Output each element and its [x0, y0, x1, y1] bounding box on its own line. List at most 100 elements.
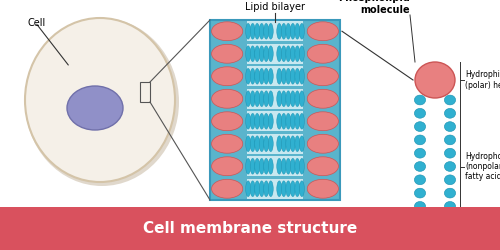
- Ellipse shape: [277, 114, 281, 129]
- Ellipse shape: [282, 136, 286, 152]
- Ellipse shape: [250, 181, 255, 196]
- Text: Cell: Cell: [28, 18, 46, 28]
- Ellipse shape: [259, 46, 264, 62]
- Ellipse shape: [212, 157, 243, 176]
- Ellipse shape: [444, 202, 456, 211]
- Ellipse shape: [212, 22, 243, 41]
- Ellipse shape: [307, 67, 338, 86]
- Ellipse shape: [264, 91, 268, 106]
- Ellipse shape: [300, 114, 304, 129]
- Bar: [248, 66, 302, 86]
- Ellipse shape: [264, 114, 268, 129]
- Ellipse shape: [286, 136, 291, 152]
- Ellipse shape: [444, 122, 456, 132]
- Text: Cell membrane structure: Cell membrane structure: [143, 221, 357, 236]
- Ellipse shape: [295, 158, 300, 174]
- Ellipse shape: [286, 91, 291, 106]
- Ellipse shape: [415, 62, 455, 98]
- Ellipse shape: [246, 114, 250, 129]
- Ellipse shape: [259, 68, 264, 84]
- Ellipse shape: [414, 148, 426, 158]
- Text: Hydrophobic
(nonpolar)
fatty acid tail: Hydrophobic (nonpolar) fatty acid tail: [465, 152, 500, 182]
- Ellipse shape: [414, 162, 426, 172]
- Ellipse shape: [282, 91, 286, 106]
- Ellipse shape: [282, 181, 286, 196]
- Ellipse shape: [277, 46, 281, 62]
- Ellipse shape: [268, 114, 273, 129]
- Ellipse shape: [295, 91, 300, 106]
- Ellipse shape: [414, 175, 426, 185]
- Ellipse shape: [268, 136, 273, 152]
- Ellipse shape: [246, 158, 250, 174]
- Bar: [210, 20, 340, 200]
- Ellipse shape: [277, 68, 281, 84]
- Ellipse shape: [264, 136, 268, 152]
- Ellipse shape: [277, 91, 281, 106]
- Ellipse shape: [246, 91, 250, 106]
- Ellipse shape: [264, 24, 268, 39]
- Ellipse shape: [282, 68, 286, 84]
- Ellipse shape: [444, 188, 456, 198]
- Ellipse shape: [300, 68, 304, 84]
- Ellipse shape: [25, 18, 179, 186]
- Ellipse shape: [246, 46, 250, 62]
- Ellipse shape: [254, 136, 260, 152]
- Ellipse shape: [254, 68, 260, 84]
- Ellipse shape: [444, 95, 456, 105]
- Ellipse shape: [268, 46, 273, 62]
- Ellipse shape: [307, 157, 338, 176]
- Ellipse shape: [250, 91, 255, 106]
- Ellipse shape: [307, 179, 338, 198]
- Ellipse shape: [212, 179, 243, 198]
- Ellipse shape: [264, 158, 268, 174]
- Ellipse shape: [295, 114, 300, 129]
- Ellipse shape: [307, 44, 338, 63]
- Ellipse shape: [300, 91, 304, 106]
- Ellipse shape: [300, 181, 304, 196]
- Ellipse shape: [268, 181, 273, 196]
- Ellipse shape: [268, 24, 273, 39]
- Ellipse shape: [212, 134, 243, 153]
- Ellipse shape: [286, 158, 291, 174]
- Ellipse shape: [414, 135, 426, 145]
- Ellipse shape: [286, 24, 291, 39]
- Ellipse shape: [282, 24, 286, 39]
- Ellipse shape: [277, 181, 281, 196]
- Ellipse shape: [254, 91, 260, 106]
- Ellipse shape: [290, 91, 296, 106]
- Ellipse shape: [286, 181, 291, 196]
- Ellipse shape: [414, 215, 426, 224]
- Ellipse shape: [295, 24, 300, 39]
- Ellipse shape: [259, 136, 264, 152]
- Bar: [248, 178, 302, 199]
- Ellipse shape: [282, 158, 286, 174]
- Ellipse shape: [250, 68, 255, 84]
- Ellipse shape: [290, 68, 296, 84]
- Ellipse shape: [300, 46, 304, 62]
- Ellipse shape: [295, 136, 300, 152]
- Ellipse shape: [286, 68, 291, 84]
- Ellipse shape: [259, 158, 264, 174]
- Text: Lipid bilayer: Lipid bilayer: [245, 2, 305, 12]
- Ellipse shape: [246, 136, 250, 152]
- Bar: [248, 21, 302, 41]
- Ellipse shape: [25, 18, 175, 182]
- Ellipse shape: [282, 114, 286, 129]
- Ellipse shape: [212, 44, 243, 63]
- Bar: [248, 111, 302, 132]
- Ellipse shape: [414, 95, 426, 105]
- Ellipse shape: [264, 68, 268, 84]
- Ellipse shape: [282, 46, 286, 62]
- Ellipse shape: [290, 46, 296, 62]
- Ellipse shape: [246, 181, 250, 196]
- Ellipse shape: [212, 89, 243, 108]
- Ellipse shape: [295, 46, 300, 62]
- Bar: [248, 89, 302, 109]
- Ellipse shape: [444, 148, 456, 158]
- Ellipse shape: [300, 24, 304, 39]
- Ellipse shape: [254, 158, 260, 174]
- Ellipse shape: [264, 46, 268, 62]
- Ellipse shape: [212, 112, 243, 131]
- Ellipse shape: [254, 46, 260, 62]
- Ellipse shape: [295, 68, 300, 84]
